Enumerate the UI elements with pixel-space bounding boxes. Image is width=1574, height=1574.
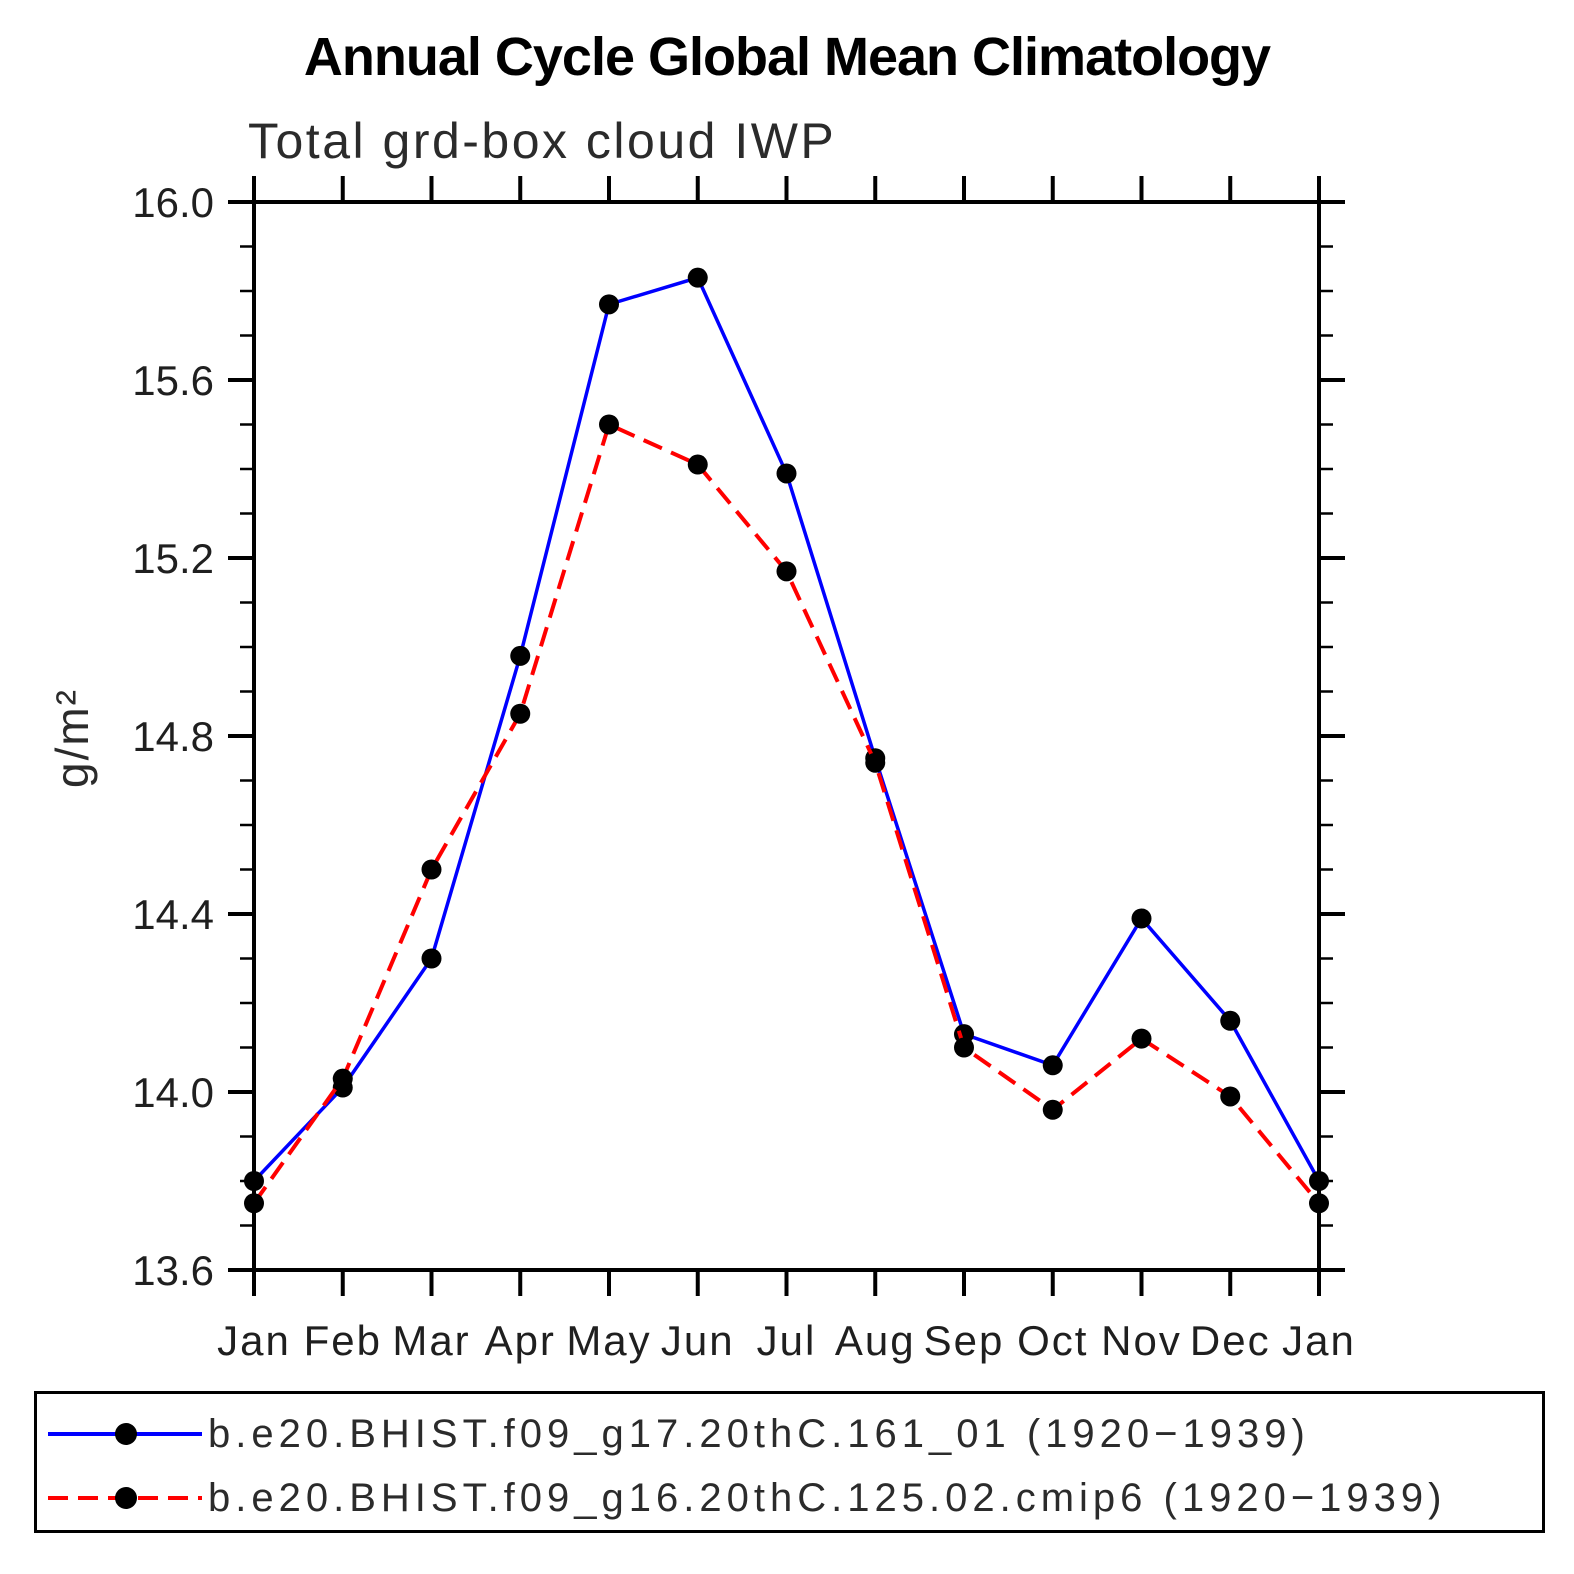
y-tick-label: 15.6 [132,357,214,404]
y-tick-label: 16.0 [132,179,214,226]
axes-frame [252,200,1321,1272]
legend-item-series-1: b.e20.BHIST.f09_g16.20thC.125.02.cmip6 (… [42,1476,1446,1520]
legend-line-sample-0 [48,1423,202,1445]
legend-item-label-0: b.e20.BHIST.f09_g17.20thC.161_01 (1920−1… [208,1411,1310,1456]
x-tick-label-nov-10: Nov [1101,1317,1182,1364]
y-tick-label: 14.4 [132,891,214,938]
data-point-marker-s1-12 [1309,1193,1329,1214]
x-axis-tick-labels: Jan Feb Mar Apr May Jun Jul Aug Sep Oct Nov Dec Jan [217,1317,1356,1364]
x-tick-label-apr-3: Apr [485,1317,556,1364]
x-tick-label-jun-5: Jun [661,1317,735,1364]
data-point-marker-s1-11 [1220,1086,1241,1107]
x-tick-label-may-4: May [566,1317,651,1364]
data-point-marker-s1-4 [599,414,619,435]
data-point-marker-s0-2 [421,948,442,969]
legend-box: b.e20.BHIST.f09_g17.20thC.161_01 (1920−1… [34,1391,1545,1533]
legend-marker-dot-1 [115,1487,137,1509]
data-point-marker-s0-0 [244,1171,264,1191]
chart-title: Annual Cycle Global Mean Climatology [303,27,1271,87]
y-axis-ticks [228,200,1345,1272]
data-point-marker-s1-1 [332,1068,353,1089]
x-tick-label-oct-9: Oct [1017,1317,1088,1364]
data-point-marker-s0-10 [1131,908,1152,929]
x-tick-label-jan-12: Jan [1282,1317,1356,1364]
data-point-marker-s1-7 [865,752,886,773]
data-point-marker-s0-3 [510,645,531,666]
data-point-marker-s1-3 [510,703,531,724]
x-tick-label-sep-8: Sep [924,1317,1005,1364]
y-tick-label: 14.0 [132,1069,214,1116]
x-tick-label-jul-6: Jul [757,1317,817,1364]
series-line-0 [252,275,1321,1183]
x-tick-label-mar-2: Mar [392,1317,470,1364]
data-point-marker-s0-6 [776,463,797,484]
legend-line-sample-1 [48,1487,202,1509]
data-point-marker-s1-9 [1042,1099,1063,1120]
x-tick-label-aug-7: Aug [835,1317,916,1364]
data-point-marker-s1-10 [1131,1028,1152,1049]
y-tick-label: 13.6 [132,1247,214,1294]
y-tick-label: 14.8 [132,713,214,760]
chart-subtitle: Total grd-box cloud IWP [248,113,837,169]
data-point-marker-s1-5 [687,454,708,475]
x-tick-label-dec-11: Dec [1190,1317,1271,1364]
data-point-marker-s0-4 [599,294,619,315]
series-0 [244,267,1329,1191]
x-tick-label-jan-0: Jan [217,1317,291,1364]
data-point-marker-s1-2 [421,859,442,880]
series-line-1 [252,421,1321,1205]
legend-item-label-1: b.e20.BHIST.f09_g16.20thC.125.02.cmip6 (… [208,1475,1447,1520]
data-point-marker-s1-6 [776,561,797,582]
y-axis-tick-labels: 13.6 14.0 14.4 14.8 15.2 15.6 16.0 [132,179,214,1294]
series-1 [244,414,1329,1214]
data-point-marker-s0-9 [1042,1055,1063,1076]
x-tick-label-feb-1: Feb [304,1317,382,1364]
legend-item-series-0: b.e20.BHIST.f09_g17.20thC.161_01 (1920−1… [42,1412,1310,1456]
data-point-marker-s0-11 [1220,1010,1241,1031]
y-tick-label: 15.2 [132,535,214,582]
data-point-marker-s1-0 [244,1193,264,1214]
data-point-marker-s0-5 [687,267,708,288]
legend-marker-dot-0 [115,1423,137,1445]
data-point-marker-s0-12 [1309,1171,1329,1191]
x-axis-ticks [252,176,1321,1296]
data-point-marker-s1-8 [954,1037,974,1058]
